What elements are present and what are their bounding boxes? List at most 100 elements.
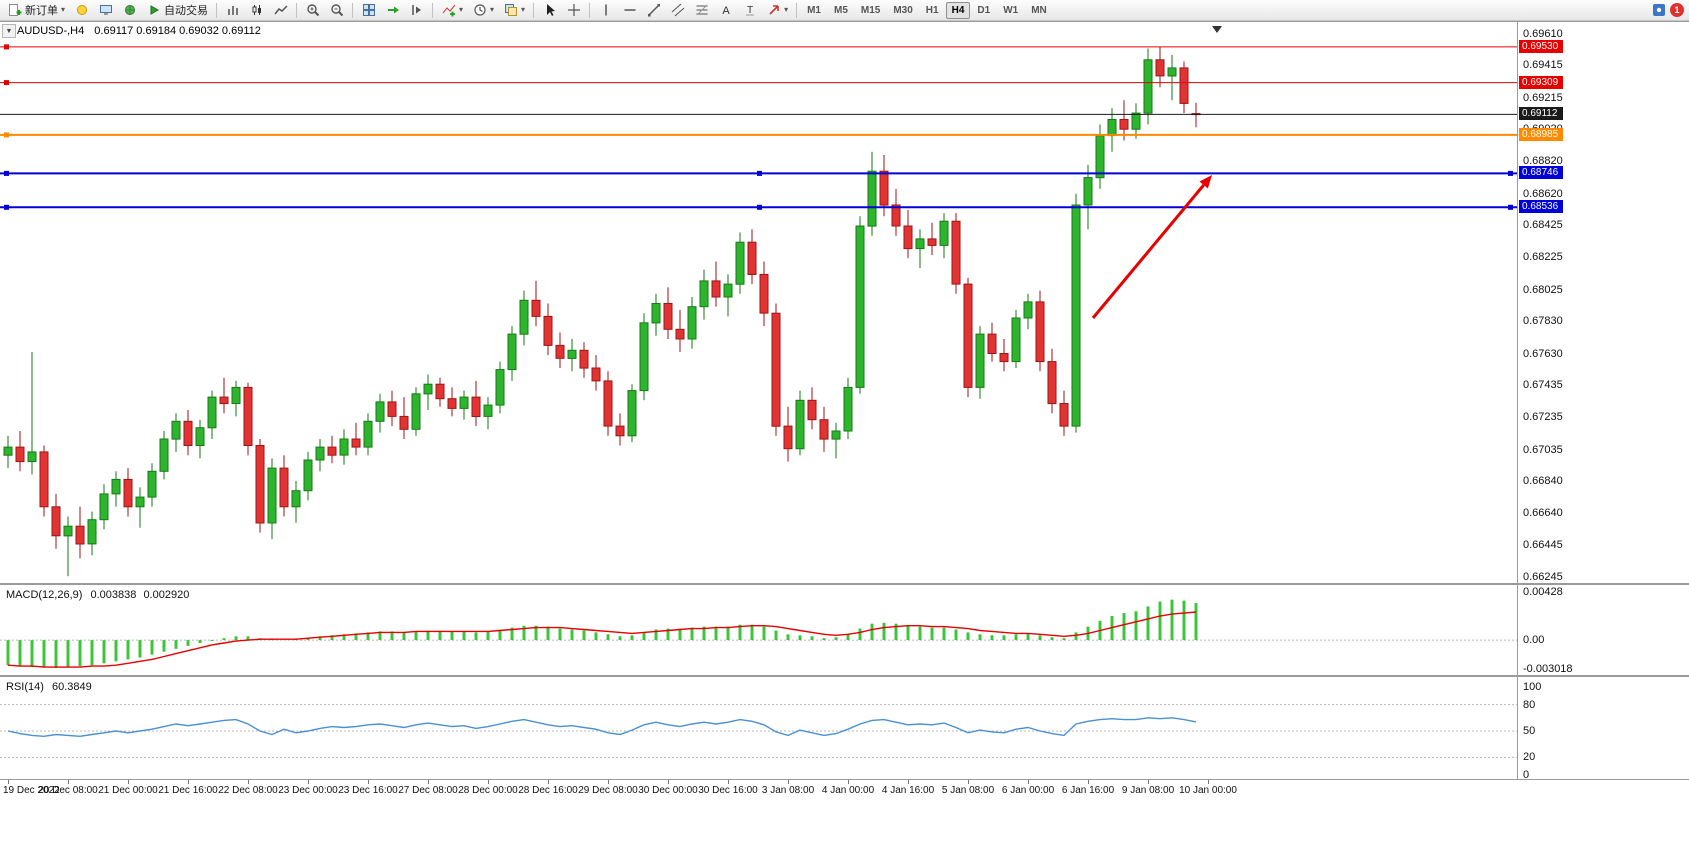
time-tick-label: 19 Dec 2022 bbox=[3, 785, 60, 796]
zoom-out-button[interactable] bbox=[325, 0, 348, 20]
rsi-scale[interactable]: 100 80 50 20 0 bbox=[1517, 677, 1689, 781]
price-tick-label: 0.68025 bbox=[1523, 284, 1563, 296]
price-tick-label: 0.66245 bbox=[1523, 571, 1563, 583]
trend-arrow[interactable] bbox=[1091, 184, 1205, 319]
time-tick-label: 23 Dec 16:00 bbox=[338, 785, 398, 796]
time-tick bbox=[1088, 780, 1089, 784]
timeframe-button-m15[interactable]: M15 bbox=[860, 4, 881, 16]
zoom-in-icon bbox=[305, 3, 320, 18]
timeframe-button-m30[interactable]: M30 bbox=[893, 4, 913, 16]
rsi-scale-label: 80 bbox=[1523, 699, 1536, 711]
chart-shift-marker[interactable] bbox=[1212, 26, 1222, 33]
price-tick-label: 0.69415 bbox=[1523, 59, 1563, 71]
lamp-icon bbox=[74, 3, 89, 18]
tile-windows-button[interactable] bbox=[357, 0, 380, 20]
macd-panel[interactable] bbox=[0, 585, 1517, 675]
cursor-button[interactable] bbox=[538, 0, 561, 20]
line-handle[interactable] bbox=[4, 204, 9, 210]
time-tick bbox=[968, 780, 969, 784]
time-tick-label: 30 Dec 16:00 bbox=[698, 785, 758, 796]
indicators-button[interactable]: ▾ bbox=[437, 0, 467, 20]
horizontal-line-button[interactable] bbox=[618, 0, 641, 20]
price-tag-0.68746: 0.68746 bbox=[1519, 166, 1563, 179]
timeframe-button-d1[interactable]: D1 bbox=[977, 4, 991, 16]
time-tick bbox=[728, 780, 729, 784]
trendline-button[interactable] bbox=[642, 0, 665, 20]
fibonacci-icon bbox=[694, 3, 709, 18]
candlesticks bbox=[3, 46, 1201, 577]
toolbar-separator bbox=[432, 2, 434, 18]
panel-splitter[interactable] bbox=[0, 675, 1689, 677]
time-axis[interactable]: 19 Dec 2022 20 Dec 08:00 21 Dec 00:00 21 De… bbox=[0, 779, 1689, 802]
line-handle[interactable] bbox=[757, 204, 762, 210]
one-click-trading-toggle[interactable]: ▼ bbox=[2, 24, 16, 38]
periods-button[interactable]: ▾ bbox=[468, 0, 498, 20]
line-handle[interactable] bbox=[4, 170, 9, 176]
vertical-line-button[interactable] bbox=[594, 0, 617, 20]
toolbar: 新订单 ▾ 自动交易 bbox=[0, 0, 1689, 21]
price-tick-label: 0.66640 bbox=[1523, 507, 1563, 519]
rsi-panel[interactable] bbox=[0, 677, 1517, 779]
price-tick-label: 0.69610 bbox=[1523, 28, 1563, 40]
price-tick-label: 0.67035 bbox=[1523, 444, 1563, 456]
timeframe-button-h4[interactable]: H4 bbox=[945, 1, 971, 19]
macd-histogram bbox=[6, 599, 1198, 669]
candlestick-type-button[interactable] bbox=[245, 0, 268, 20]
templates-button[interactable]: ▾ bbox=[499, 0, 529, 20]
trendline-icon bbox=[646, 3, 661, 18]
channel-button[interactable] bbox=[666, 0, 689, 20]
line-handle[interactable] bbox=[4, 44, 9, 50]
toolbar-separator bbox=[533, 2, 535, 18]
timeframe-button-mn[interactable]: MN bbox=[1031, 4, 1047, 16]
time-tick bbox=[128, 780, 129, 784]
time-tick-label: 20 Dec 08:00 bbox=[38, 785, 98, 796]
horizontal-line-icon bbox=[622, 3, 637, 18]
lamp-button[interactable] bbox=[70, 0, 93, 20]
text-label-button[interactable]: T bbox=[738, 0, 761, 20]
timeframe-button-m1[interactable]: M1 bbox=[807, 4, 821, 16]
price-tick-label: 0.67235 bbox=[1523, 411, 1563, 423]
chevron-down-icon: ▾ bbox=[521, 5, 526, 14]
chart-shift-button[interactable] bbox=[405, 0, 428, 20]
timeframe-button-m5[interactable]: M5 bbox=[833, 4, 848, 16]
macd-scale-label: 0.00428 bbox=[1523, 586, 1563, 598]
panel-splitter[interactable] bbox=[0, 583, 1689, 585]
price-chart[interactable] bbox=[0, 22, 1517, 583]
price-tick-label: 0.66445 bbox=[1523, 539, 1563, 551]
bar-chart-type-button[interactable] bbox=[221, 0, 244, 20]
new-order-button[interactable]: 新订单 ▾ bbox=[3, 0, 69, 20]
timeframe-button-h1[interactable]: H1 bbox=[925, 4, 939, 16]
line-handle[interactable] bbox=[1508, 204, 1513, 210]
zoom-in-button[interactable] bbox=[301, 0, 324, 20]
community-button[interactable] bbox=[118, 0, 141, 20]
trend-arrow-head[interactable] bbox=[1199, 175, 1213, 189]
macd-scale[interactable]: 0.00428 0.00 -0.003018 bbox=[1517, 585, 1689, 675]
community-blue-icon[interactable] bbox=[1651, 3, 1666, 18]
text-button[interactable]: A bbox=[714, 0, 737, 20]
crosshair-button[interactable] bbox=[562, 0, 585, 20]
autotrading-button[interactable]: 自动交易 bbox=[142, 0, 212, 20]
time-tick bbox=[848, 780, 849, 784]
line-handle[interactable] bbox=[1508, 170, 1513, 176]
rsi-value: 60.3849 bbox=[51, 681, 92, 693]
line-handle[interactable] bbox=[4, 80, 9, 86]
timeframe-button-w1[interactable]: W1 bbox=[1003, 4, 1019, 16]
line-chart-type-button[interactable] bbox=[269, 0, 292, 20]
terminal-button[interactable] bbox=[94, 0, 117, 20]
text-icon: A bbox=[718, 3, 733, 18]
price-scale[interactable]: 0.696100.694150.692150.690200.688200.686… bbox=[1517, 22, 1689, 583]
macd-signal-line bbox=[7, 611, 1197, 668]
macd-signal-value: 0.002920 bbox=[143, 589, 190, 601]
notification-badge[interactable]: 1 bbox=[1670, 3, 1684, 17]
arrows-tool-button[interactable]: ▾ bbox=[762, 0, 792, 20]
time-tick-label: 28 Dec 00:00 bbox=[458, 785, 518, 796]
time-tick-label: 9 Jan 08:00 bbox=[1121, 785, 1175, 796]
line-handle[interactable] bbox=[757, 170, 762, 176]
auto-scroll-button[interactable] bbox=[381, 0, 404, 20]
cursor-icon bbox=[542, 3, 557, 18]
vertical-line-icon bbox=[598, 3, 613, 18]
rsi-name: RSI(14) bbox=[6, 681, 44, 693]
fibonacci-button[interactable] bbox=[690, 0, 713, 20]
line-handle[interactable] bbox=[4, 132, 9, 138]
price-tag-0.68536: 0.68536 bbox=[1519, 200, 1563, 213]
